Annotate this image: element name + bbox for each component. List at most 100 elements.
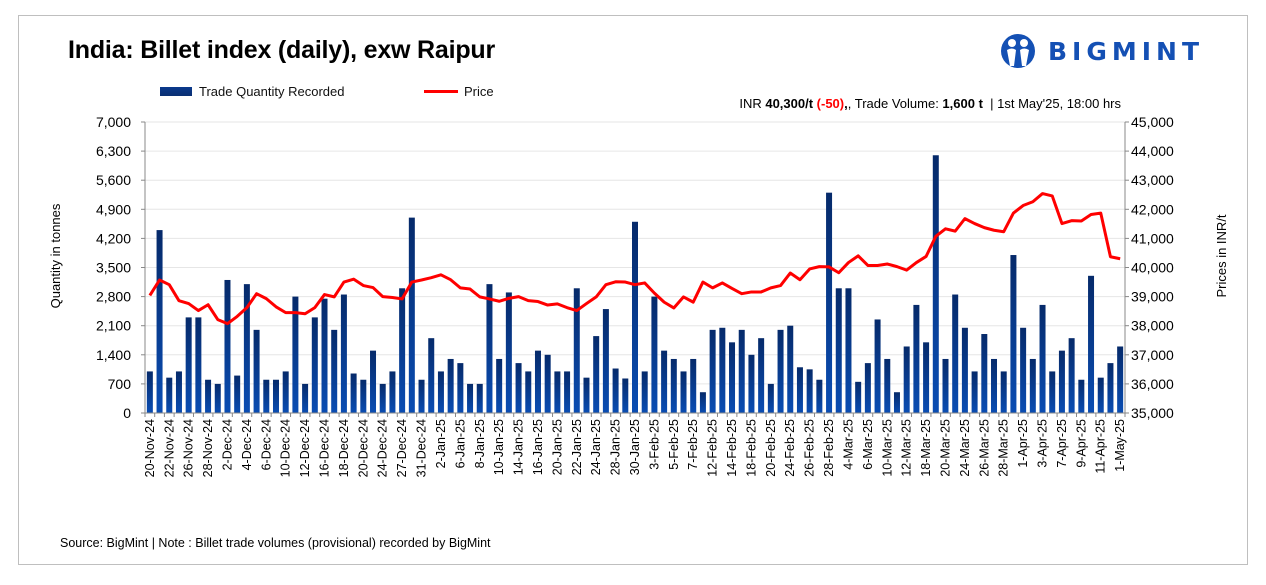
x-tick-label: 20-Feb-25 <box>764 419 778 477</box>
bar-trade-quantity <box>1049 371 1056 413</box>
x-tick-label: 12-Feb-25 <box>706 419 720 477</box>
info-timestamp: | 1st May'25, 18:00 hrs <box>982 96 1121 111</box>
x-tick-label: 26-Mar-25 <box>977 419 991 477</box>
bar-trade-quantity <box>389 371 396 413</box>
x-tick-label: 16-Jan-25 <box>531 419 545 475</box>
y-tick-label-left: 1,400 <box>96 347 131 363</box>
bar-trade-quantity <box>612 368 619 413</box>
x-tick-label: 6-Dec-24 <box>259 419 273 470</box>
bar-trade-quantity <box>1039 304 1046 413</box>
bar-trade-quantity <box>253 329 260 413</box>
x-tick-label: 11-Apr-25 <box>1094 419 1108 474</box>
legend-label-price: Price <box>464 84 494 99</box>
bar-trade-quantity <box>272 379 279 413</box>
bar-trade-quantity <box>311 317 318 413</box>
bar-trade-quantity <box>893 392 900 413</box>
legend-line-swatch <box>424 90 458 93</box>
x-tick-label: 8-Jan-25 <box>473 419 487 468</box>
bar-trade-quantity <box>321 298 328 413</box>
bar-trade-quantity <box>583 377 590 413</box>
x-tick-label: 4-Dec-24 <box>240 419 254 470</box>
bar-trade-quantity <box>175 371 182 413</box>
bar-trade-quantity <box>205 379 212 413</box>
x-tick-label: 10-Jan-25 <box>492 419 506 475</box>
y-axis-title-left: Quantity in tonnes <box>48 203 63 308</box>
bar-trade-quantity <box>835 288 842 413</box>
bar-trade-quantity <box>457 363 464 413</box>
bar-trade-quantity <box>680 371 687 413</box>
x-tick-label: 24-Mar-25 <box>958 419 972 477</box>
bigmint-logo: BIGMINT <box>1000 33 1204 69</box>
x-tick-label: 12-Mar-25 <box>900 419 914 477</box>
bar-trade-quantity <box>826 192 833 413</box>
x-tick-label: 28-Nov-24 <box>201 419 215 477</box>
x-tick-label: 3-Feb-25 <box>647 419 661 470</box>
x-tick-label: 1-Apr-25 <box>1016 419 1030 468</box>
bar-trade-quantity <box>1020 327 1027 413</box>
bar-trade-quantity <box>942 358 949 413</box>
info-volume: 1,600 t <box>942 96 983 111</box>
bar-trade-quantity <box>573 288 580 413</box>
bar-trade-quantity <box>515 363 522 413</box>
info-change: (-50) <box>816 96 845 111</box>
bar-trade-quantity <box>263 379 270 413</box>
info-prefix: INR <box>739 96 766 111</box>
bar-trade-quantity <box>467 383 474 413</box>
x-tick-label: 26-Feb-25 <box>803 419 817 477</box>
x-tick-label: 24-Dec-24 <box>376 419 390 477</box>
bar-trade-quantity <box>971 371 978 413</box>
x-tick-label: 18-Feb-25 <box>744 419 758 477</box>
bar-trade-quantity <box>1117 346 1124 413</box>
bar-trade-quantity <box>447 358 454 413</box>
bigmint-logo-icon <box>1001 34 1035 68</box>
legend-label-quantity: Trade Quantity Recorded <box>199 84 345 99</box>
y-tick-label-left: 2,800 <box>96 289 131 305</box>
x-tick-label: 14-Feb-25 <box>725 419 739 477</box>
legend-bar-swatch <box>160 87 192 96</box>
bar-trade-quantity <box>554 371 561 413</box>
bar-trade-quantity <box>758 338 765 413</box>
bar-trade-quantity <box>816 379 823 413</box>
bar-trade-quantity <box>399 288 406 413</box>
bar-trade-quantity <box>379 383 386 413</box>
bar-trade-quantity <box>146 371 153 413</box>
bar-trade-quantity <box>476 383 483 413</box>
x-tick-label: 20-Jan-25 <box>550 419 564 475</box>
bar-trade-quantity <box>360 379 367 413</box>
bar-trade-quantity <box>670 358 677 413</box>
bar-trade-quantity <box>991 358 998 413</box>
y-tick-label-left: 2,100 <box>96 318 131 334</box>
x-tick-label: 28-Jan-25 <box>609 419 623 475</box>
y-axis-title-right: Prices in INR/t <box>1214 214 1229 297</box>
bar-trade-quantity <box>408 217 415 413</box>
bar-trade-quantity <box>1097 377 1104 413</box>
x-tick-label: 2-Jan-25 <box>434 419 448 468</box>
bar-trade-quantity <box>884 358 891 413</box>
bar-trade-quantity <box>544 354 551 413</box>
y-tick-label-left: 5,600 <box>96 172 131 188</box>
bar-trade-quantity <box>845 288 852 413</box>
y-tick-label-right: 45,000 <box>1131 114 1174 130</box>
bar-trade-quantity <box>486 284 493 413</box>
x-tick-label: 30-Jan-25 <box>628 419 642 475</box>
bar-trade-quantity <box>350 373 357 413</box>
bar-trade-quantity <box>622 378 629 413</box>
bar-trade-quantity <box>777 329 784 413</box>
x-tick-label: 28-Feb-25 <box>822 419 836 477</box>
bar-trade-quantity <box>913 304 920 413</box>
x-tick-label: 26-Nov-24 <box>182 419 196 477</box>
bar-trade-quantity <box>166 377 173 413</box>
bar-trade-quantity <box>690 358 697 413</box>
bar-trade-quantity <box>748 354 755 413</box>
info-price: 40,300/t <box>765 96 814 111</box>
bar-trade-quantity <box>282 371 289 413</box>
bar-trade-quantity <box>903 346 910 413</box>
legend-item-quantity: Trade Quantity Recorded <box>160 84 344 99</box>
y-tick-label-left: 7,000 <box>96 114 131 130</box>
x-tick-label: 22-Nov-24 <box>162 419 176 477</box>
bar-trade-quantity <box>923 342 930 413</box>
bar-trade-quantity <box>437 371 444 413</box>
x-tick-label: 4-Mar-25 <box>841 419 855 470</box>
y-tick-label-right: 36,000 <box>1131 376 1174 392</box>
